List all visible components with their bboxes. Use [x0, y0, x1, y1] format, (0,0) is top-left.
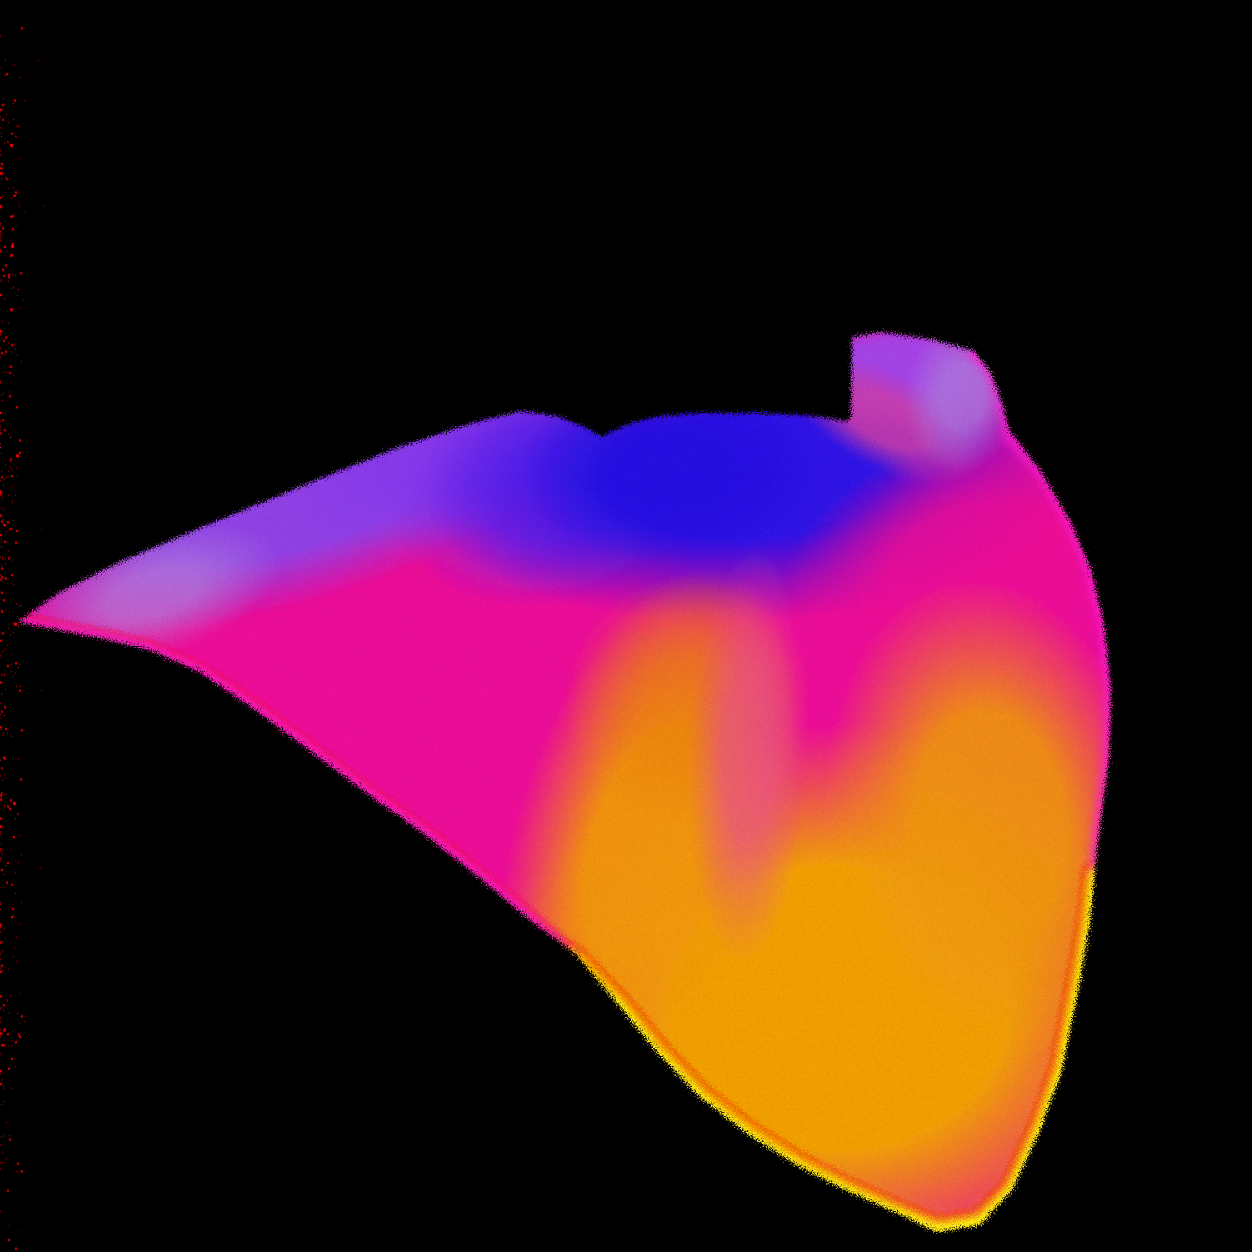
noise-canvas	[0, 0, 1252, 1252]
render-stage	[0, 0, 1252, 1252]
